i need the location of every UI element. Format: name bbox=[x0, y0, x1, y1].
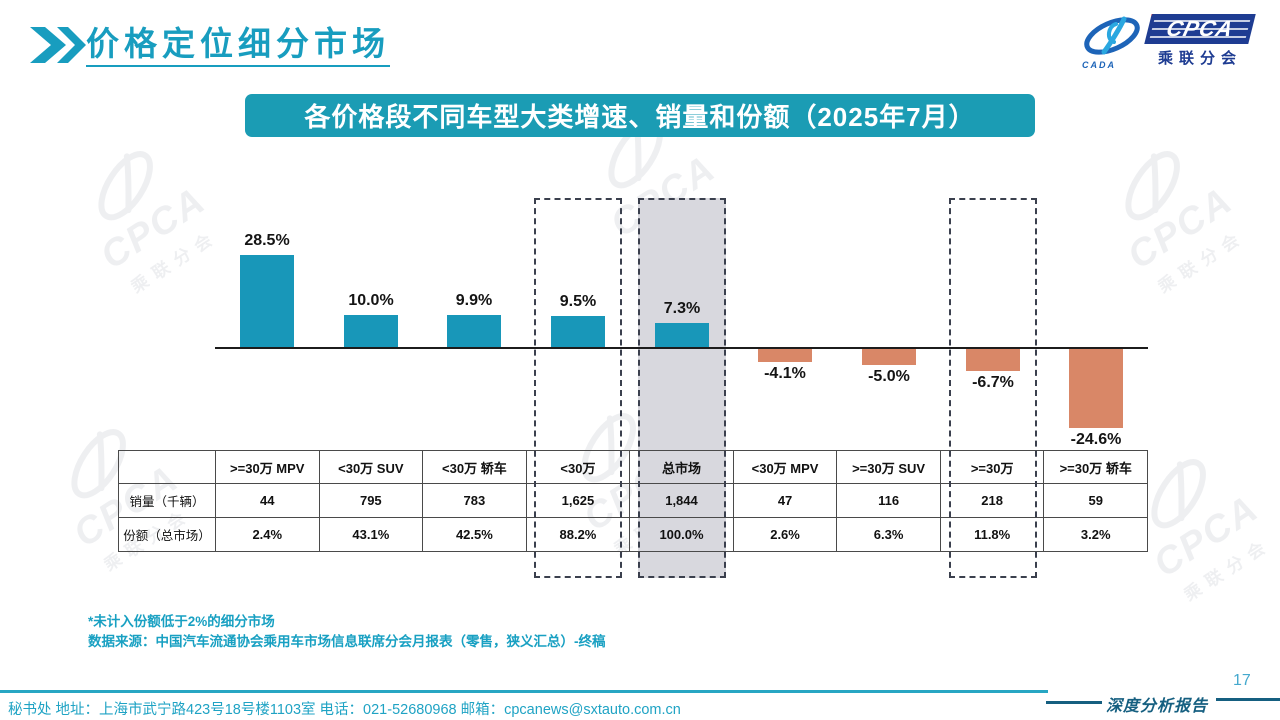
table-cell-r1-c0: 2.4% bbox=[216, 518, 320, 552]
table-col-header-7: >=30万 bbox=[940, 451, 1045, 484]
bar-chart: 28.5% 10.0% 9.9% 9.5% 7.3% -4.1% -5.0% -6.7% -24… bbox=[215, 198, 1148, 463]
double-chevron-icon bbox=[30, 27, 86, 63]
table-cell-r1-c4: 100.0% bbox=[630, 518, 734, 552]
chart-title-banner: 各价格段不同车型大类增速、销量和份额（2025年7月） bbox=[245, 94, 1035, 137]
report-label-line-left bbox=[1046, 701, 1102, 704]
table-cell-r1-c3: 88.2% bbox=[526, 518, 631, 552]
cpca-logo-ellipse-icon: CADA bbox=[1080, 14, 1144, 70]
bar-5 bbox=[758, 349, 812, 362]
highlight-dashed-box-col-4 bbox=[638, 198, 726, 578]
bar-3 bbox=[551, 316, 605, 347]
bar-value-label: 7.3% bbox=[663, 300, 701, 317]
bar-7 bbox=[966, 349, 1020, 371]
table-corner-cell bbox=[119, 451, 216, 484]
table-cell-r0-c7: 218 bbox=[940, 484, 1045, 518]
bar-4 bbox=[655, 323, 709, 347]
table-cell-r1-c2: 42.5% bbox=[423, 518, 527, 552]
bar-value-label: -24.6% bbox=[1070, 431, 1122, 448]
table-cell-r0-c5: 47 bbox=[733, 484, 838, 518]
bar-value-label: 9.5% bbox=[559, 293, 597, 310]
bar-value-label: -6.7% bbox=[972, 374, 1014, 391]
bar-value-label: 28.5% bbox=[244, 232, 290, 249]
table-cell-r0-c2: 783 bbox=[423, 484, 527, 518]
cpca-logo-text: CPCA 乘联分会 bbox=[1144, 14, 1256, 68]
table-cell-r1-c1: 43.1% bbox=[319, 518, 424, 552]
highlight-fill-total-market bbox=[638, 198, 726, 578]
table-col-header-2: <30万 轿车 bbox=[423, 451, 527, 484]
table-cell-r0-c1: 795 bbox=[319, 484, 424, 518]
bar-value-label: 10.0% bbox=[348, 292, 394, 309]
table-row-label-1: 份额（总市场） bbox=[119, 518, 216, 552]
table-col-header-5: <30万 MPV bbox=[733, 451, 838, 484]
table-cell-r0-c3: 1,625 bbox=[526, 484, 631, 518]
bar-8 bbox=[1069, 349, 1123, 428]
table-col-header-0: >=30万 MPV bbox=[216, 451, 320, 484]
cpca-wordmark-label: CPCA bbox=[1163, 16, 1237, 41]
table-col-header-3: <30万 bbox=[526, 451, 631, 484]
table-cell-r1-c5: 2.6% bbox=[733, 518, 838, 552]
bar-6 bbox=[862, 349, 916, 365]
table-col-header-8: >=30万 轿车 bbox=[1044, 451, 1148, 484]
table-cell-r0-c4: 1,844 bbox=[630, 484, 734, 518]
report-label-line-right bbox=[1216, 698, 1280, 701]
cpca-logo: CADA CPCA 乘联分会 bbox=[1080, 14, 1256, 70]
highlight-dashed-box-col-7 bbox=[949, 198, 1037, 578]
table-col-header-4: 总市场 bbox=[630, 451, 734, 484]
chart-title: 各价格段不同车型大类增速、销量和份额（2025年7月） bbox=[304, 102, 976, 132]
table-col-header-6: >=30万 SUV bbox=[837, 451, 941, 484]
bar-0 bbox=[240, 255, 294, 347]
chart-zero-axis bbox=[215, 347, 1148, 349]
cpca-wordmark: CPCA bbox=[1144, 14, 1256, 44]
table-row-label-0: 销量（千辆） bbox=[119, 484, 216, 518]
table-cell-r0-c8: 59 bbox=[1044, 484, 1148, 518]
bar-value-label: 9.9% bbox=[455, 292, 493, 309]
table-cell-r0-c6: 116 bbox=[837, 484, 941, 518]
footnote-1: *未计入份额低于2%的细分市场 bbox=[88, 614, 275, 629]
bar-value-label: -5.0% bbox=[868, 368, 910, 385]
table-col-header-1: <30万 SUV bbox=[319, 451, 424, 484]
footnote-2: 数据来源：中国汽车流通协会乘用车市场信息联席分会月报表（零售，狭义汇总）-终稿 bbox=[88, 633, 606, 649]
data-table: >=30万 MPV <30万 SUV <30万 轿车 <30万 总市场 <30万 MPV >… bbox=[118, 450, 1148, 552]
footer-divider bbox=[0, 690, 1048, 693]
table-cell-r1-c6: 6.3% bbox=[837, 518, 941, 552]
report-label: 深度分析报告 bbox=[1106, 698, 1209, 715]
table-cell-r0-c0: 44 bbox=[216, 484, 320, 518]
page-number: 17 bbox=[1233, 672, 1251, 689]
footnotes: *未计入份额低于2%的细分市场 数据来源：中国汽车流通协会乘用车市场信息联席分会… bbox=[88, 612, 606, 651]
bar-2 bbox=[447, 315, 501, 347]
page-title: 价格定位细分市场 bbox=[86, 25, 390, 68]
cpca-logo-caption: CADA bbox=[1082, 60, 1116, 70]
cpca-subtitle: 乘联分会 bbox=[1157, 50, 1242, 67]
table-cell-r1-c8: 3.2% bbox=[1044, 518, 1148, 552]
highlight-dashed-box-col-3 bbox=[534, 198, 622, 578]
bar-1 bbox=[344, 315, 398, 347]
bar-value-label: -4.1% bbox=[764, 365, 806, 382]
table-cell-r1-c7: 11.8% bbox=[940, 518, 1045, 552]
footer-contact: 秘书处 地址：上海市武宁路423号18号楼1103室 电话：021-526809… bbox=[8, 702, 681, 718]
